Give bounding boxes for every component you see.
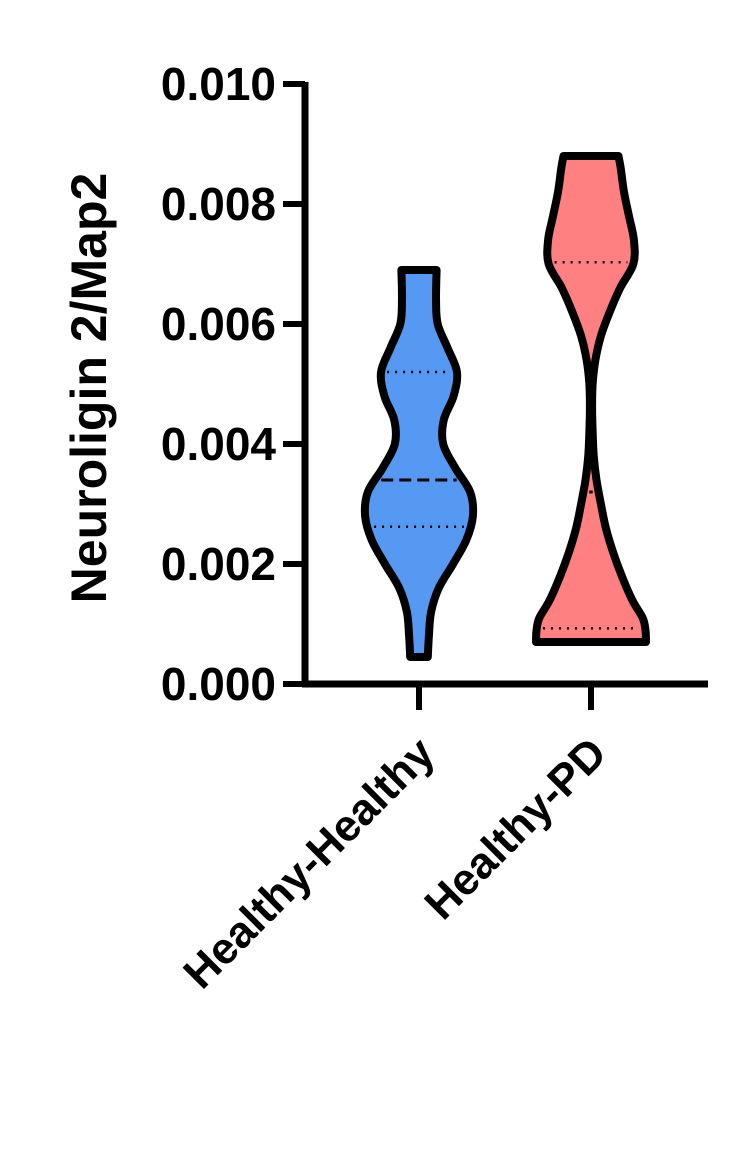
violin-body <box>532 152 650 646</box>
y-tick-label: 0.006 <box>161 298 276 350</box>
x-tick-label: Healthy-PD <box>415 728 616 929</box>
x-tick-label: Healthy-Healthy <box>174 728 444 998</box>
y-tick-label: 0.010 <box>161 58 276 110</box>
y-tick-label: 0.008 <box>161 178 276 230</box>
y-tick-label: 0.004 <box>161 418 277 470</box>
y-tick-label: 0.000 <box>161 658 276 710</box>
violins-layer <box>360 152 650 661</box>
y-tick-label: 0.002 <box>161 538 276 590</box>
y-axis-title: Neuroligin 2/Map2 <box>61 173 117 604</box>
violin-Healthy-Healthy <box>360 266 478 661</box>
violin-body <box>360 266 478 661</box>
violin-Healthy-PD <box>532 152 650 646</box>
